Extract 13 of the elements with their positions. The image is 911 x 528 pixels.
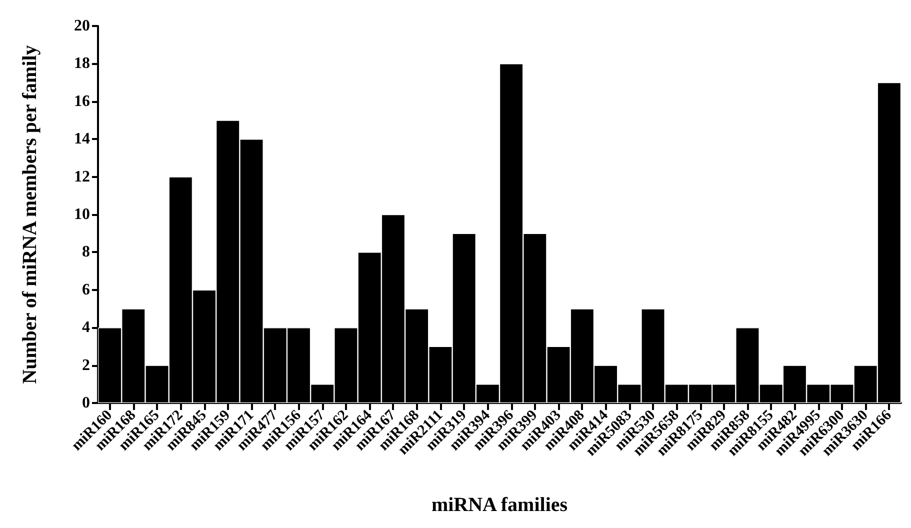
y-tick-label: 8	[82, 244, 90, 261]
y-tick-label: 2	[82, 356, 90, 374]
y-tick-label: 16	[74, 92, 90, 110]
y-tick-label: 20	[74, 18, 90, 34]
y-tick-label: 10	[74, 206, 90, 223]
y-tick-label: 12	[74, 168, 90, 186]
y-tick-label: 4	[82, 319, 90, 336]
x-axis-title: miRNA families	[431, 494, 568, 516]
y-tick-label: 18	[74, 55, 90, 72]
y-tick-label: 6	[82, 281, 90, 298]
y-axis-title: Number of miRNA members per family	[19, 45, 41, 384]
y-tick-label: 0	[82, 394, 90, 412]
y-tick-label: 14	[74, 130, 90, 148]
